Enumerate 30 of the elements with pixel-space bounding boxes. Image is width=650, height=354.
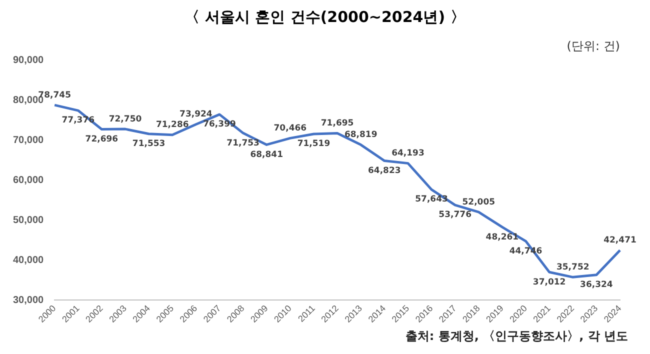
y-tick-label: 60,000 [12,174,44,186]
data-label: 71,553 [132,139,166,150]
data-label: 71,519 [297,139,330,150]
data-label: 71,695 [320,118,354,128]
source-note: 출처: 통계청, 〈인구동향조사〉, 각 년도 [405,328,628,345]
y-tick-label: 70,000 [12,134,44,146]
data-label: 64,823 [368,166,401,176]
text: (단위: 건) [566,38,620,55]
data-label: 71,753 [226,138,260,148]
data-label: 68,819 [344,130,378,140]
data-label: 52,005 [462,197,496,208]
data-label: 37,012 [532,277,566,288]
data-label: 68,841 [250,150,284,160]
data-label: 57,643 [415,194,448,205]
y-tick-label: 50,000 [12,214,44,226]
chart-title: 〈 서울시 혼인 건수(2000~2024년) 〉 [184,8,466,27]
data-label: 35,752 [556,262,590,272]
data-label: 72,750 [108,114,142,124]
data-label: 48,261 [486,232,519,242]
data-label: 64,193 [392,148,424,159]
data-label: 72,696 [85,134,118,144]
data-label: 71,286 [156,120,189,130]
data-label: 53,776 [438,210,472,220]
y-tick-label: 40,000 [12,254,44,266]
y-tick-label: 90,000 [12,54,44,66]
data-label: 73,924 [180,110,212,120]
data-label: 36,324 [580,280,613,290]
data-label: 70,466 [274,123,307,134]
data-label: 42,471 [604,235,636,246]
y-tick-label: 30,000 [12,294,44,306]
